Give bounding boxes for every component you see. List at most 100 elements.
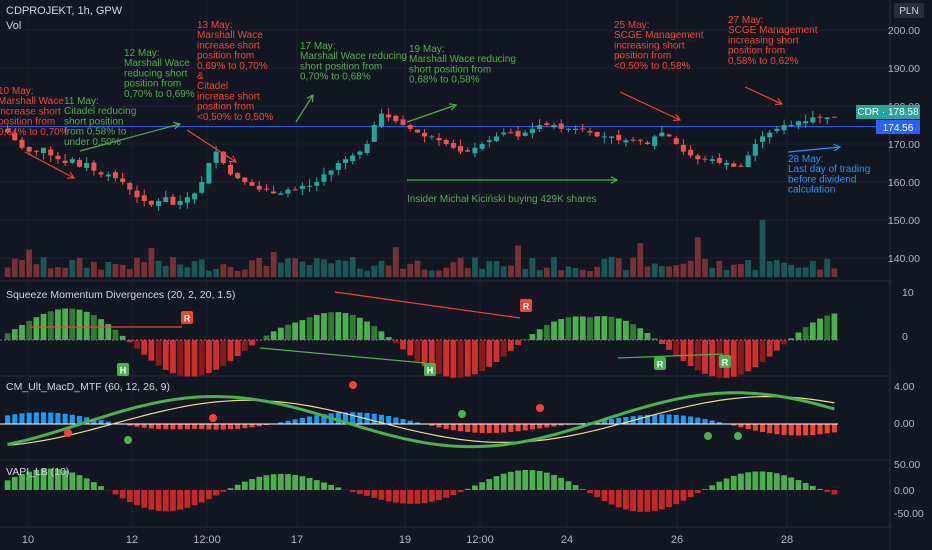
volume-bar xyxy=(594,266,601,277)
vapi-bar xyxy=(579,489,586,490)
vapi-bar xyxy=(651,490,658,511)
vapi-bar xyxy=(119,490,126,499)
candle-body xyxy=(458,146,464,152)
candle-body xyxy=(695,155,701,160)
volume-bar xyxy=(507,265,514,277)
macd-hist-bar xyxy=(26,412,32,424)
volume-bar xyxy=(227,266,234,277)
vapi-bar xyxy=(126,490,133,503)
macd-hist-bar xyxy=(759,424,766,433)
squeeze-bar xyxy=(486,340,493,367)
time-tick: 26 xyxy=(671,534,683,546)
squeeze-bar xyxy=(630,324,636,340)
candle-body xyxy=(307,185,313,187)
vapi-bar xyxy=(414,490,421,504)
squeeze-bar xyxy=(19,324,25,340)
annotation-line: position from xyxy=(728,46,785,57)
vapi-bar xyxy=(364,490,370,496)
volume-bar xyxy=(234,270,241,277)
macd-tick: 0.00 xyxy=(894,418,915,430)
macd-hist-bar xyxy=(48,412,54,424)
annotation-line: short position from xyxy=(409,64,491,75)
volume-bar xyxy=(802,267,809,277)
volume-bar xyxy=(378,260,385,277)
squeeze-bar xyxy=(299,320,306,340)
squeeze-bar xyxy=(817,318,823,340)
macd-hist-bar xyxy=(213,424,219,430)
time-tick: 24 xyxy=(561,534,573,546)
candle-body xyxy=(450,142,456,148)
volume-bar xyxy=(428,270,435,277)
macd-hist-bar xyxy=(156,424,162,429)
vapi-bar xyxy=(98,486,104,490)
macd-hist-bar xyxy=(184,424,190,430)
volume-bar xyxy=(342,260,349,277)
vapi-bar xyxy=(522,469,529,490)
volume-bar xyxy=(551,257,557,277)
time-tick: 12:00 xyxy=(193,534,221,546)
time-tick: 19 xyxy=(399,534,411,546)
macd-hist-bar xyxy=(335,412,341,424)
macd-hist-bar xyxy=(220,424,226,430)
macd-hist-bar xyxy=(688,416,694,424)
candle-body xyxy=(422,132,428,137)
candle-body xyxy=(630,139,636,141)
vapi-bar xyxy=(536,471,543,490)
volume-bar xyxy=(436,270,442,277)
vapi-bar xyxy=(558,477,565,490)
volume-bar xyxy=(788,264,795,277)
macd-hist-bar xyxy=(493,424,500,433)
macd-hist-bar xyxy=(443,424,449,429)
candle-body xyxy=(580,128,586,130)
volume-bar xyxy=(306,265,313,277)
candle-body xyxy=(26,147,32,152)
volume-bar xyxy=(601,258,608,277)
squeeze-bar xyxy=(378,331,385,340)
macd-hist-bar xyxy=(450,424,456,431)
annotation-line: Citadel reducing xyxy=(64,106,136,117)
annotation-line: before dividend xyxy=(788,174,856,185)
candle-body xyxy=(378,113,384,127)
candle-body xyxy=(443,140,449,144)
volume-bar xyxy=(414,260,421,277)
volume-bar xyxy=(112,264,119,277)
macd-hist-bar xyxy=(767,424,773,434)
price-tick: 170.00 xyxy=(888,139,920,151)
volume-bar xyxy=(4,267,11,277)
squeeze-bar xyxy=(500,340,507,357)
candle-body xyxy=(163,197,169,203)
candle-body xyxy=(767,132,773,138)
candle-body xyxy=(249,182,255,186)
macd-hist-bar xyxy=(745,424,751,430)
vapi-bar xyxy=(299,476,306,490)
currency-badge[interactable] xyxy=(894,3,924,18)
vapi-bar xyxy=(400,490,406,504)
volume-bar xyxy=(673,265,680,277)
macd-hist-bar xyxy=(285,420,291,424)
candle-body xyxy=(364,144,370,153)
volume-bar xyxy=(55,267,61,277)
candle-body xyxy=(479,144,485,149)
annotation-line: Marshall Wace reducing xyxy=(300,51,407,62)
vapi-bar xyxy=(198,490,205,503)
vapi-bar xyxy=(407,490,414,504)
macd-hist-bar xyxy=(558,424,564,426)
arrow-line xyxy=(787,146,841,153)
vapi-bar xyxy=(500,473,507,490)
annotation-line: 0,70% to 0,68% xyxy=(300,72,371,83)
candle-body xyxy=(688,149,694,156)
candle-body xyxy=(407,125,413,129)
candle-body xyxy=(551,125,557,128)
volume-bar xyxy=(809,260,816,277)
squeeze-bar xyxy=(759,340,766,363)
squeeze-bar xyxy=(673,340,680,356)
volume-bar xyxy=(579,269,586,277)
macd-hist-bar xyxy=(55,413,61,424)
annotation-line: increase short xyxy=(0,106,61,117)
squeeze-bar xyxy=(170,340,176,374)
squeeze-bar xyxy=(392,340,399,344)
vapi-bar xyxy=(335,487,342,490)
volume-bar xyxy=(774,259,780,277)
macd-hist-bar xyxy=(738,424,744,428)
